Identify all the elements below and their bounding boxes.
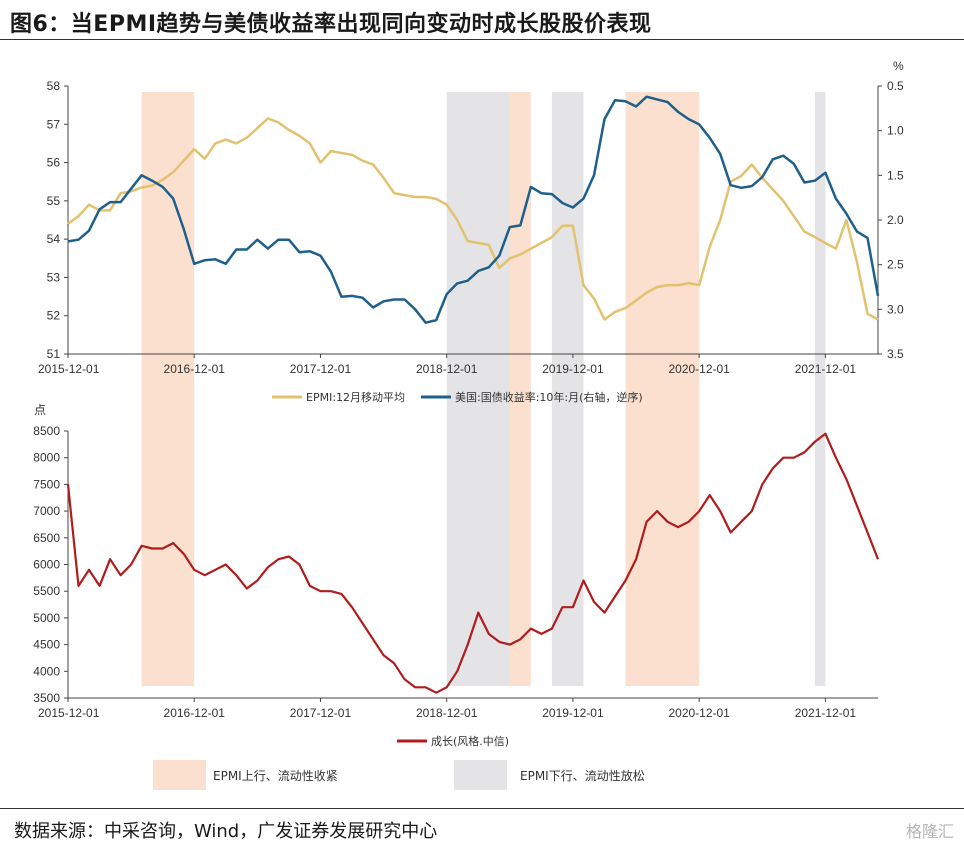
- top-left-tick-label: 52: [47, 309, 61, 323]
- top-chart-lines: [67, 95, 880, 324]
- gray-band-0: [446, 92, 510, 686]
- top-rule: [0, 39, 964, 40]
- bottom-y-tick-label: 7000: [33, 504, 60, 518]
- top-x-tick-label: 2016-12-01: [164, 362, 226, 376]
- bottom-x-tick-label: 2021-12-01: [795, 706, 857, 720]
- top-right-tick-label: 1.0: [887, 124, 904, 138]
- bottom-y-tick-label: 7500: [33, 477, 60, 491]
- bottom-chart-axes: 3500 4000 4500 5000 5500 6000 6500 7000 7500 8000…: [33, 403, 878, 720]
- bottom-y-tick-label: 8500: [33, 424, 60, 438]
- tight-liquidity-legend-swatch: [153, 760, 206, 790]
- peach-band-0: [141, 92, 195, 686]
- top-chart-axes: 51 52 53 54 55 56 57 58 0.5 1.0 1.5 2.0 2.5 3.0 3.5% 20…: [38, 59, 904, 376]
- source-note: 数据来源：中采咨询，Wind，广发证券发展研究中心: [14, 821, 438, 842]
- epmi-legend-label: EPMI:12月移动平均: [306, 391, 405, 404]
- top-left-tick-label: 55: [47, 194, 61, 208]
- growth-legend-label: 成长(风格.中信): [431, 734, 509, 748]
- bottom-rule: [0, 808, 964, 809]
- top-x-tick-label: 2020-12-01: [668, 362, 730, 376]
- peach-band-2: [625, 92, 700, 686]
- top-x-tick-label: 2015-12-01: [38, 362, 100, 376]
- top-right-unit: %: [893, 59, 904, 73]
- bottom-x-tick-label: 2019-12-01: [542, 706, 604, 720]
- bottom-y-tick-label: 6000: [33, 558, 60, 572]
- gray-band-1: [551, 92, 584, 686]
- top-x-tick-label: 2019-12-01: [542, 362, 604, 376]
- top-right-tick-label: 0.5: [887, 79, 904, 93]
- bottom-y-tick-label: 4000: [33, 664, 60, 678]
- loose-liquidity-legend-swatch: [454, 760, 507, 790]
- watermark-logo: 格隆汇: [905, 822, 954, 841]
- top-left-tick-label: 53: [47, 270, 61, 284]
- top-x-tick-label: 2018-12-01: [416, 362, 478, 376]
- top-left-tick-label: 58: [47, 79, 61, 93]
- epmi-series-line: [67, 117, 879, 321]
- top-left-tick-label: 57: [47, 117, 61, 131]
- yield-legend-label: 美国:国债收益率:10年:月(右轴，逆序): [455, 390, 643, 404]
- tight-liquidity-legend-label: EPMI上行、流动性收紧: [213, 769, 338, 783]
- top-right-tick-label: 3.0: [887, 302, 904, 316]
- bottom-y-tick-label: 3500: [33, 691, 60, 705]
- top-right-tick-label: 2.0: [887, 213, 904, 227]
- bottom-x-tick-label: 2018-12-01: [416, 706, 478, 720]
- bottom-y-unit: 点: [34, 403, 46, 417]
- bottom-x-tick-label: 2020-12-01: [668, 706, 730, 720]
- figure-title: 图6：当EPMI趋势与美债收益率出现同向变动时成长股股价表现: [10, 12, 652, 37]
- bottom-x-tick-label: 2017-12-01: [290, 706, 352, 720]
- top-x-tick-label: 2021-12-01: [795, 362, 857, 376]
- gray-band-2: [814, 92, 826, 686]
- top-left-tick-label: 51: [47, 347, 61, 361]
- yield-series-line: [67, 95, 880, 324]
- bottom-y-tick-label: 6500: [33, 531, 60, 545]
- bottom-x-tick-label: 2015-12-01: [38, 706, 100, 720]
- regime-bands: [141, 92, 826, 686]
- top-left-tick-label: 56: [47, 156, 61, 170]
- bottom-x-tick-label: 2016-12-01: [164, 706, 226, 720]
- loose-liquidity-legend-label: EPMI下行、流动性放松: [520, 768, 645, 783]
- bottom-y-tick-label: 8000: [33, 451, 60, 465]
- top-right-tick-label: 2.5: [887, 258, 904, 272]
- bottom-y-tick-label: 5500: [33, 584, 60, 598]
- legends: EPMI:12月移动平均 美国:国债收益率:10年:月(右轴，逆序) 成长(风格.中…: [153, 390, 645, 790]
- top-x-tick-label: 2017-12-01: [290, 362, 352, 376]
- growth-series-line: [66, 432, 880, 694]
- top-left-tick-label: 54: [47, 232, 61, 246]
- top-right-tick-label: 1.5: [887, 168, 904, 182]
- bottom-y-tick-label: 5000: [33, 611, 60, 625]
- top-right-tick-label: 3.5: [887, 347, 904, 361]
- bottom-chart-lines: [66, 432, 880, 694]
- bottom-y-tick-label: 4500: [33, 638, 60, 652]
